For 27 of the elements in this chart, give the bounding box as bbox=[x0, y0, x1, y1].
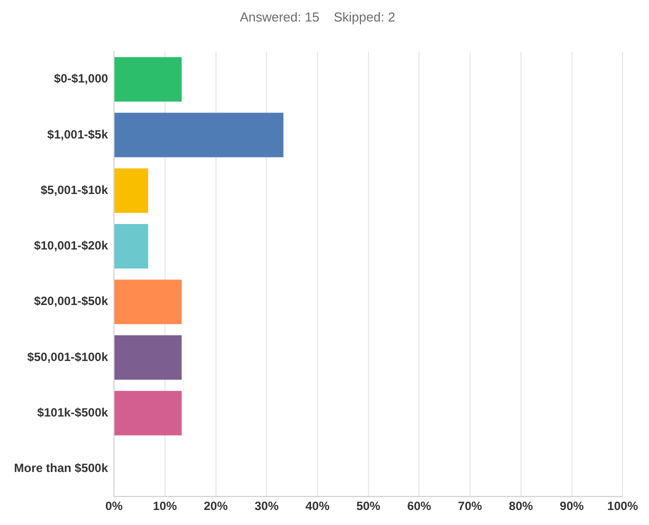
bar bbox=[114, 335, 182, 380]
x-tick-label: 80% bbox=[508, 499, 534, 514]
x-tick-label: 50% bbox=[356, 499, 381, 514]
bar bbox=[114, 57, 182, 102]
y-tick-label: $101k-$500k bbox=[37, 405, 108, 420]
x-tick-label: 40% bbox=[305, 499, 330, 514]
y-tick-label: $20,001-$50k bbox=[34, 294, 108, 308]
y-tick-label: $0-$1,000 bbox=[54, 72, 108, 86]
x-tick-label: 100% bbox=[607, 499, 638, 514]
chart-title: Answered: 15 Skipped: 2 bbox=[240, 9, 396, 24]
bar bbox=[114, 168, 148, 213]
y-tick-label: More than $500k bbox=[14, 461, 108, 476]
bar bbox=[114, 224, 148, 269]
y-tick-label: $5,001-$10k bbox=[40, 182, 108, 197]
bar bbox=[114, 280, 182, 324]
x-tick-label: 0% bbox=[105, 499, 124, 514]
x-tick-label: 60% bbox=[407, 499, 432, 514]
x-tick-label: 30% bbox=[254, 499, 279, 514]
y-tick-label: $1,001-$5k bbox=[47, 127, 108, 142]
bar bbox=[114, 112, 284, 158]
bar bbox=[114, 390, 182, 436]
x-tick-label: 20% bbox=[204, 499, 228, 514]
x-tick-label: 70% bbox=[458, 499, 482, 514]
x-tick-label: 90% bbox=[560, 499, 584, 514]
y-tick-label: $50,001-$100k bbox=[27, 350, 108, 364]
x-tick-label: 10% bbox=[152, 499, 178, 514]
y-tick-label: $10,001-$20k bbox=[34, 238, 108, 253]
